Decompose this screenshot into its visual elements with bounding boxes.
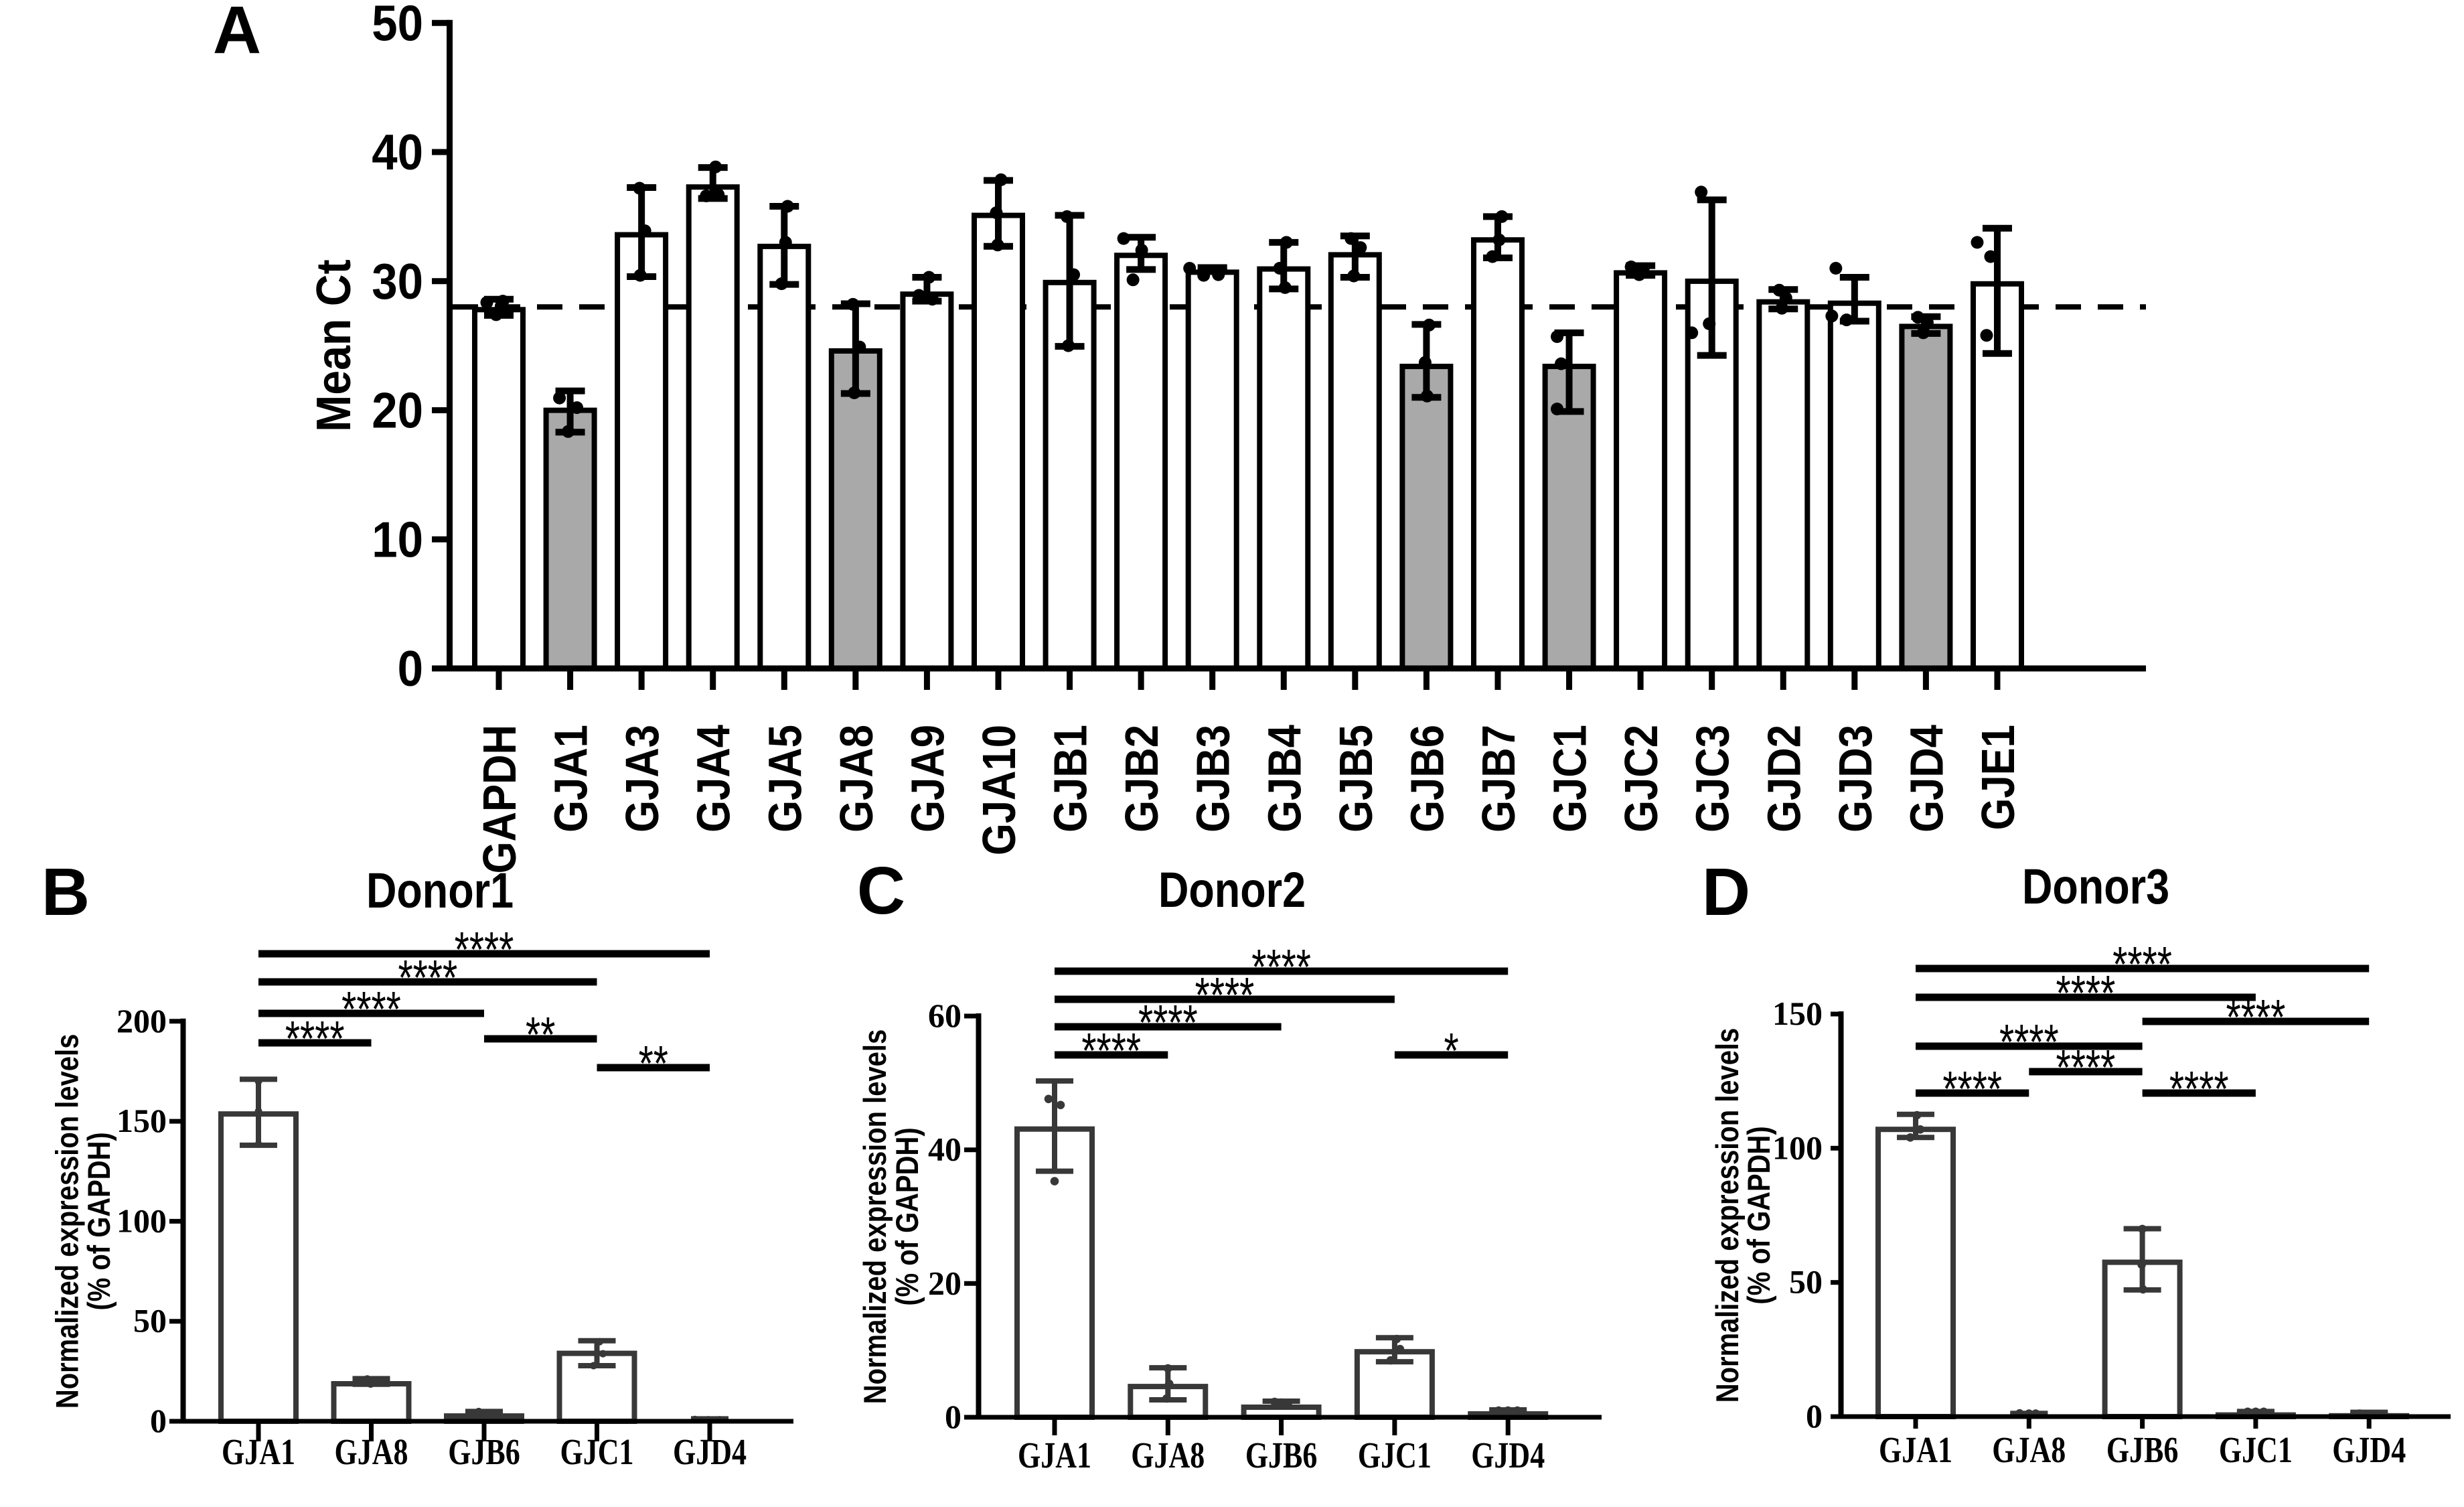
svg-text:****: **** <box>2226 990 2286 1046</box>
svg-text:Donor2: Donor2 <box>1158 862 1306 918</box>
svg-text:C: C <box>857 853 905 928</box>
svg-text:100: 100 <box>1772 1129 1823 1166</box>
svg-text:Normalized expression levels: Normalized expression levels <box>51 1034 86 1409</box>
svg-text:Donor3: Donor3 <box>2022 859 2169 914</box>
svg-text:GJE1: GJE1 <box>1971 725 2024 830</box>
svg-text:A: A <box>213 0 261 68</box>
svg-text:(% of GAPDH): (% of GAPDH) <box>891 1127 925 1305</box>
svg-text:GJD4: GJD4 <box>1471 1435 1545 1476</box>
svg-text:GJC2: GJC2 <box>1614 725 1667 833</box>
svg-text:GJC1: GJC1 <box>1358 1435 1432 1476</box>
svg-text:GJC1: GJC1 <box>2219 1429 2293 1470</box>
svg-text:150: 150 <box>1772 995 1823 1032</box>
svg-text:GJA8: GJA8 <box>1131 1435 1205 1476</box>
svg-text:B: B <box>42 855 90 930</box>
svg-text:0: 0 <box>945 1398 961 1435</box>
svg-text:****: **** <box>1999 1015 2059 1070</box>
svg-text:GJA10: GJA10 <box>972 725 1025 855</box>
svg-text:**: ** <box>526 1007 555 1063</box>
svg-text:****: **** <box>1195 968 1255 1023</box>
svg-text:10: 10 <box>372 512 423 568</box>
svg-text:GJB6: GJB6 <box>1245 1435 1318 1476</box>
svg-text:GJB2: GJB2 <box>1115 725 1168 833</box>
svg-text:****: **** <box>285 1011 345 1067</box>
svg-text:50: 50 <box>133 1302 167 1340</box>
svg-text:0: 0 <box>398 641 423 697</box>
svg-text:50: 50 <box>1789 1263 1823 1301</box>
svg-text:Donor1: Donor1 <box>366 863 514 918</box>
svg-text:GJA8: GJA8 <box>1992 1429 2066 1470</box>
svg-text:****: **** <box>1081 1023 1141 1079</box>
svg-text:****: **** <box>341 982 401 1037</box>
svg-text:GJD4: GJD4 <box>673 1431 747 1472</box>
svg-text:Normalized expression levels: Normalized expression levels <box>1711 1028 1746 1403</box>
svg-text:GJB6: GJB6 <box>2106 1429 2179 1470</box>
svg-text:GAPDH: GAPDH <box>473 725 526 873</box>
svg-text:****: **** <box>2112 937 2172 993</box>
svg-text:20: 20 <box>372 383 423 439</box>
svg-text:GJD4: GJD4 <box>1900 725 1953 833</box>
svg-text:Normalized expression levels: Normalized expression levels <box>858 1029 893 1404</box>
svg-text:*: * <box>1444 1023 1459 1079</box>
svg-text:****: **** <box>1942 1062 2002 1117</box>
svg-text:GJA8: GJA8 <box>335 1431 408 1472</box>
svg-text:****: **** <box>398 950 457 1006</box>
svg-text:40: 40 <box>372 125 423 180</box>
svg-text:0: 0 <box>1806 1397 1823 1435</box>
svg-text:20: 20 <box>928 1264 961 1301</box>
svg-text:**: ** <box>639 1036 668 1092</box>
svg-text:30: 30 <box>372 254 423 309</box>
svg-text:GJA4: GJA4 <box>687 725 740 833</box>
svg-text:D: D <box>1702 855 1750 930</box>
svg-text:150: 150 <box>117 1102 167 1139</box>
svg-text:GJC1: GJC1 <box>560 1431 634 1472</box>
svg-text:****: **** <box>2169 1062 2229 1117</box>
svg-text:****: **** <box>2056 966 2116 1021</box>
svg-text:GJB6: GJB6 <box>448 1431 520 1472</box>
svg-text:40: 40 <box>928 1131 961 1168</box>
svg-text:60: 60 <box>928 997 961 1034</box>
svg-text:GJB4: GJB4 <box>1258 725 1311 833</box>
svg-text:(% of GAPDH): (% of GAPDH) <box>82 1132 117 1310</box>
svg-text:GJA3: GJA3 <box>615 725 668 833</box>
svg-text:GJB5: GJB5 <box>1329 725 1382 833</box>
svg-text:GJB7: GJB7 <box>1472 725 1525 833</box>
svg-text:0: 0 <box>150 1402 167 1439</box>
svg-text:GJD3: GJD3 <box>1829 725 1881 833</box>
svg-text:200: 200 <box>117 1002 167 1039</box>
svg-text:GJC3: GJC3 <box>1686 725 1739 833</box>
svg-text:GJA5: GJA5 <box>759 725 812 833</box>
svg-text:GJA1: GJA1 <box>544 725 597 833</box>
svg-text:GJD2: GJD2 <box>1758 725 1811 833</box>
svg-text:****: **** <box>455 922 514 978</box>
svg-text:GJD4: GJD4 <box>2332 1429 2406 1470</box>
svg-text:50: 50 <box>372 0 423 52</box>
svg-text:GJC1: GJC1 <box>1543 725 1596 833</box>
svg-text:GJA8: GJA8 <box>830 725 882 833</box>
svg-text:GJA1: GJA1 <box>222 1431 295 1472</box>
svg-text:(% of GAPDH): (% of GAPDH) <box>1742 1126 1777 1304</box>
svg-text:GJA1: GJA1 <box>1018 1435 1091 1476</box>
svg-text:100: 100 <box>117 1202 167 1239</box>
svg-text:GJA1: GJA1 <box>1879 1429 1952 1470</box>
svg-text:****: **** <box>1138 995 1198 1051</box>
svg-text:GJB1: GJB1 <box>1044 725 1097 833</box>
svg-text:****: **** <box>2056 1040 2116 1096</box>
svg-text:Mean Ct: Mean Ct <box>306 259 360 432</box>
svg-text:GJA9: GJA9 <box>901 725 954 833</box>
svg-text:****: **** <box>1251 940 1311 995</box>
svg-text:GJB6: GJB6 <box>1401 725 1454 833</box>
svg-text:GJB3: GJB3 <box>1186 725 1239 833</box>
